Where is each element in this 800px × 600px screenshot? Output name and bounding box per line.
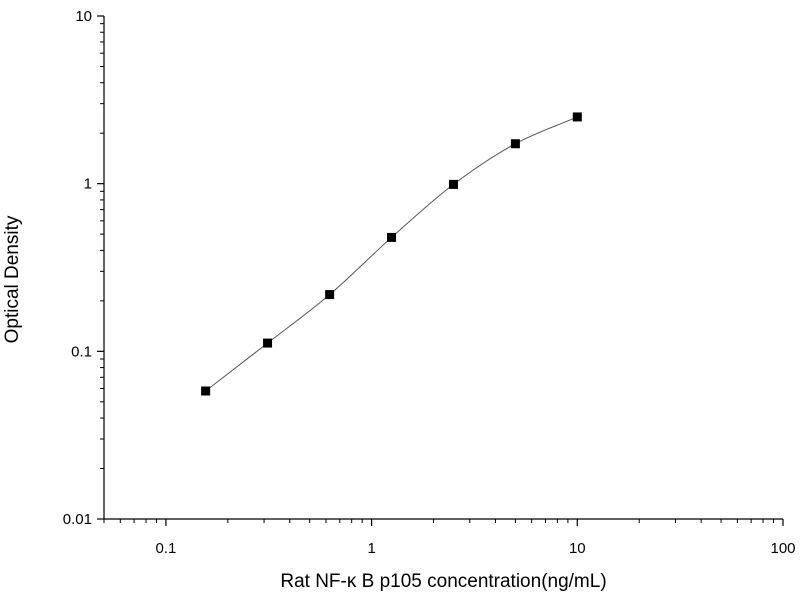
x-tick-label: 10 xyxy=(569,540,586,557)
x-axis-title: Rat NF-κ B p105 concentration(ng/mL) xyxy=(280,571,606,592)
axes: 0.1 1 10 100 0.01 0.1 1 10 xyxy=(63,8,796,557)
x-tick-label: 1 xyxy=(367,540,375,557)
data-point xyxy=(325,290,335,300)
y-tick-label: 0.1 xyxy=(71,343,92,360)
x-tick-label: 0.1 xyxy=(155,540,176,557)
x-tick-label: 100 xyxy=(770,540,795,557)
data-point xyxy=(510,139,520,149)
data-points xyxy=(201,112,582,396)
data-point xyxy=(201,386,211,396)
y-axis-title: Optical Density xyxy=(2,215,23,343)
y-tick-label: 1 xyxy=(84,176,92,193)
y-tick-label: 0.01 xyxy=(63,511,92,528)
data-point xyxy=(387,232,397,242)
y-tick-label: 10 xyxy=(75,8,92,25)
data-point xyxy=(572,112,582,122)
data-point xyxy=(263,338,273,348)
data-point xyxy=(448,179,458,189)
